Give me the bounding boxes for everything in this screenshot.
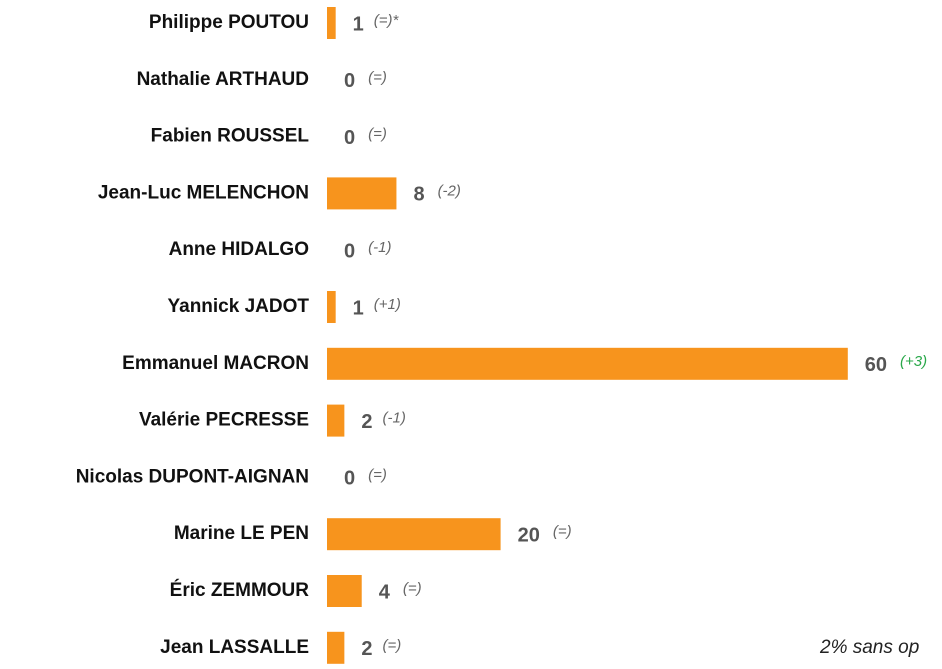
bar [327, 347, 848, 380]
category-label: Marine LE PEN [174, 523, 309, 544]
category-label: Nicolas DUPONT-AIGNAN [76, 466, 309, 487]
footnote: 2% sans op [819, 637, 919, 658]
category-label: Anne HIDALGO [169, 239, 309, 260]
value-label: 1 [353, 297, 364, 319]
change-label: (-1) [368, 239, 391, 256]
bar [327, 291, 336, 323]
value-label: 0 [344, 127, 355, 149]
value-label: 1 [353, 13, 364, 35]
change-label: (=) [403, 580, 422, 597]
category-label: Jean-Luc MELENCHON [98, 182, 309, 203]
change-label: (=) [382, 637, 401, 654]
value-label: 4 [379, 581, 391, 603]
change-label: (=) [368, 69, 387, 86]
category-label: Valérie PECRESSE [139, 410, 309, 431]
category-label: Nathalie ARTHAUD [137, 69, 309, 90]
change-label: (-1) [382, 410, 405, 427]
category-label: Éric ZEMMOUR [170, 579, 310, 601]
value-label: 0 [344, 70, 355, 92]
category-label: Jean LASSALLE [160, 637, 309, 658]
value-label: 2 [361, 638, 372, 660]
value-label: 0 [344, 240, 355, 262]
change-label: (=) [368, 466, 387, 483]
value-label: 60 [865, 354, 887, 376]
category-label: Yannick JADOT [168, 296, 310, 317]
value-label: 2 [361, 411, 372, 433]
value-label: 8 [413, 184, 424, 206]
bar [327, 404, 345, 437]
change-label: (+1) [374, 296, 401, 313]
bar [327, 631, 345, 664]
value-label: 0 [344, 468, 355, 490]
bar [327, 7, 336, 39]
change-label: (+3) [900, 353, 927, 370]
change-label: (=)* [374, 12, 400, 29]
bar [327, 177, 397, 210]
category-label: Emmanuel MACRON [122, 353, 309, 374]
change-label: (-2) [438, 182, 461, 199]
change-label: (=) [368, 126, 387, 143]
bar [327, 518, 501, 551]
category-label: Fabien ROUSSEL [151, 126, 310, 147]
value-label: 20 [518, 524, 540, 546]
bar [327, 575, 362, 607]
category-label: Philippe POUTOU [149, 12, 309, 33]
change-label: (=) [553, 523, 572, 540]
